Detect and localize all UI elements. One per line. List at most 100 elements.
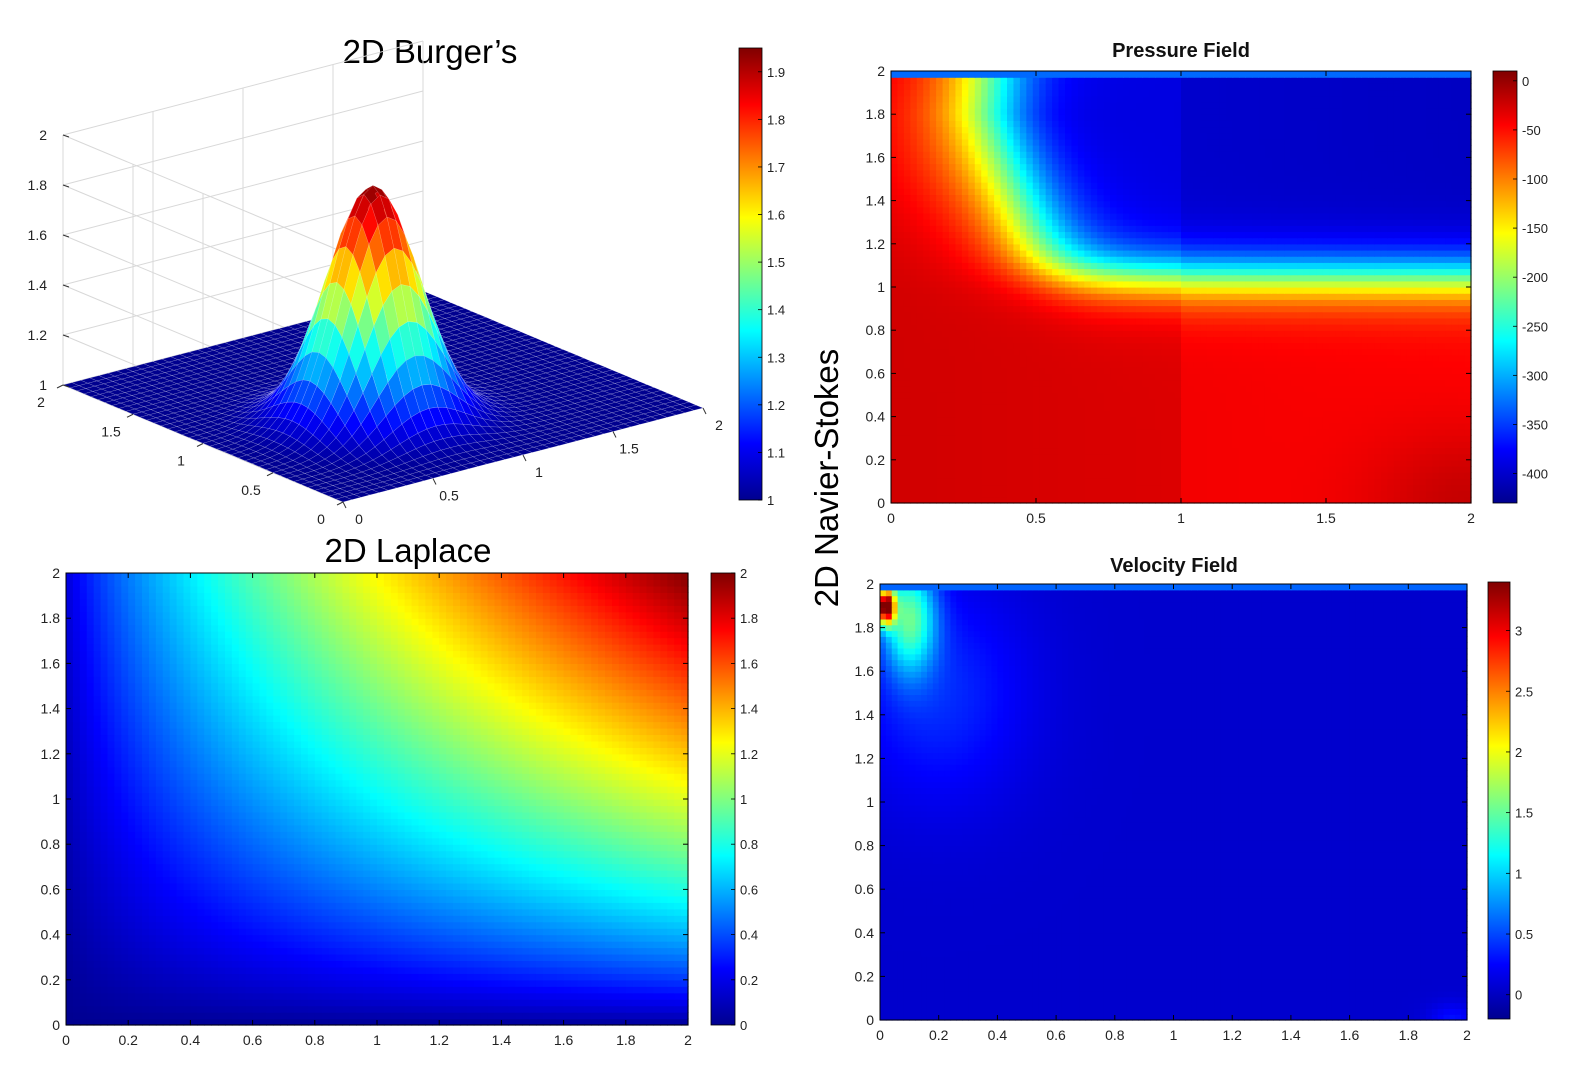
laplace-plot-cell — [308, 825, 316, 832]
laplace-plot-cell — [605, 922, 613, 929]
laplace-plot-cell — [356, 831, 364, 838]
laplace-plot-cell — [287, 1012, 295, 1019]
laplace-plot-cell — [460, 1006, 468, 1013]
laplace-plot-cell — [405, 876, 413, 883]
laplace-plot-cell — [273, 948, 281, 955]
laplace-plot-cell — [667, 793, 675, 800]
laplace-plot-cell — [239, 1012, 247, 1019]
laplace-plot-cell — [467, 935, 475, 942]
laplace-plot-cell — [543, 857, 551, 864]
laplace-plot-cell — [170, 902, 178, 909]
laplace-plot-cell — [508, 838, 516, 845]
laplace-plot-cell — [571, 889, 579, 896]
laplace-plot-cell — [218, 935, 226, 942]
laplace-plot-cell — [232, 844, 240, 851]
laplace-plot-cell — [398, 864, 406, 871]
laplace-plot-cell — [94, 915, 102, 922]
laplace-plot-cell — [398, 786, 406, 793]
laplace-plot-cell — [412, 883, 420, 890]
laplace-plot-cell — [156, 844, 164, 851]
laplace-plot-cell — [177, 851, 185, 858]
laplace-plot-cell — [425, 915, 433, 922]
laplace-plot-cell — [107, 831, 115, 838]
laplace-plot-cell — [211, 902, 219, 909]
laplace-plot-cell — [508, 973, 516, 980]
laplace-plot-cell — [384, 960, 392, 967]
laplace-plot-cell — [336, 889, 344, 896]
laplace-plot-cell — [640, 883, 648, 890]
laplace-plot-cell — [557, 915, 565, 922]
laplace-plot-cell — [446, 967, 454, 974]
laplace-plot-cell — [280, 993, 288, 1000]
laplace-plot-cell — [142, 889, 150, 896]
laplace-plot-cell — [667, 902, 675, 909]
laplace-plot-cell — [432, 883, 440, 890]
laplace-plot-cell — [301, 922, 309, 929]
laplace-plot-cell — [301, 838, 309, 845]
laplace-plot-cell — [170, 954, 178, 961]
laplace-plot-cell — [114, 876, 122, 883]
laplace-plot-cell — [370, 851, 378, 858]
laplace-plot-cell — [260, 928, 268, 935]
laplace-plot-cell — [342, 793, 350, 800]
laplace-plot-cell — [349, 973, 357, 980]
laplace-plot-cell — [405, 838, 413, 845]
laplace-plot-cell — [529, 870, 537, 877]
laplace-plot-cell — [239, 812, 247, 819]
laplace-plot-cell — [418, 902, 426, 909]
laplace-plot-cell — [640, 1012, 648, 1019]
laplace-plot-cell — [418, 876, 426, 883]
burgers-cb-tick-label: 1.6 — [767, 208, 785, 223]
laplace-plot-cell — [647, 1012, 655, 1019]
laplace-plot-cell — [128, 851, 136, 858]
laplace-plot-cell — [501, 902, 509, 909]
laplace-plot-cell — [515, 967, 523, 974]
laplace-plot-cell — [612, 1006, 620, 1013]
laplace-plot-cell — [571, 986, 579, 993]
laplace-plot-cell — [501, 1006, 509, 1013]
laplace-plot-cell — [273, 999, 281, 1006]
laplace-plot-cell — [239, 793, 247, 800]
laplace-plot-cell — [439, 986, 447, 993]
laplace-plot-cell — [474, 973, 482, 980]
laplace-plot-cell — [273, 1006, 281, 1013]
laplace-plot-cell — [294, 1012, 302, 1019]
laplace-plot-cell — [315, 999, 323, 1006]
laplace-plot-cell — [253, 1012, 261, 1019]
laplace-plot-cell — [211, 935, 219, 942]
laplace-plot-cell — [336, 935, 344, 942]
laplace-plot-cell — [660, 948, 668, 955]
laplace-plot-cell — [232, 909, 240, 916]
laplace-plot-cell — [460, 986, 468, 993]
laplace-plot-cell — [605, 941, 613, 948]
laplace-plot-cell — [308, 973, 316, 980]
laplace-plot-cell — [342, 889, 350, 896]
laplace-plot-cell — [488, 844, 496, 851]
laplace-plot-cell — [135, 993, 143, 1000]
laplace-plot-cell — [681, 818, 689, 825]
laplace-plot-cell — [501, 922, 509, 929]
laplace-plot-cell — [142, 825, 150, 832]
laplace-plot-cell — [246, 922, 254, 929]
laplace-plot-cell — [80, 980, 88, 987]
laplace-plot-cell — [543, 935, 551, 942]
laplace-plot-cell — [87, 812, 95, 819]
laplace-plot-cell — [418, 793, 426, 800]
laplace-plot-cell — [163, 812, 171, 819]
laplace-plot-cell — [266, 980, 274, 987]
laplace-plot-cell — [87, 1006, 95, 1013]
laplace-plot-cell — [121, 883, 129, 890]
laplace-plot-cell — [87, 902, 95, 909]
laplace-plot-cell — [612, 831, 620, 838]
laplace-plot-cell — [439, 967, 447, 974]
laplace-plot-cell — [391, 986, 399, 993]
laplace-plot-cell — [329, 928, 337, 935]
laplace-plot-cell — [370, 1012, 378, 1019]
laplace-plot-cell — [349, 928, 357, 935]
laplace-plot-cell — [571, 812, 579, 819]
laplace-plot-cell — [266, 844, 274, 851]
laplace-plot-cell — [640, 818, 648, 825]
laplace-plot-cell — [377, 786, 385, 793]
laplace-plot-cell — [681, 799, 689, 806]
laplace-plot-cell — [391, 960, 399, 967]
